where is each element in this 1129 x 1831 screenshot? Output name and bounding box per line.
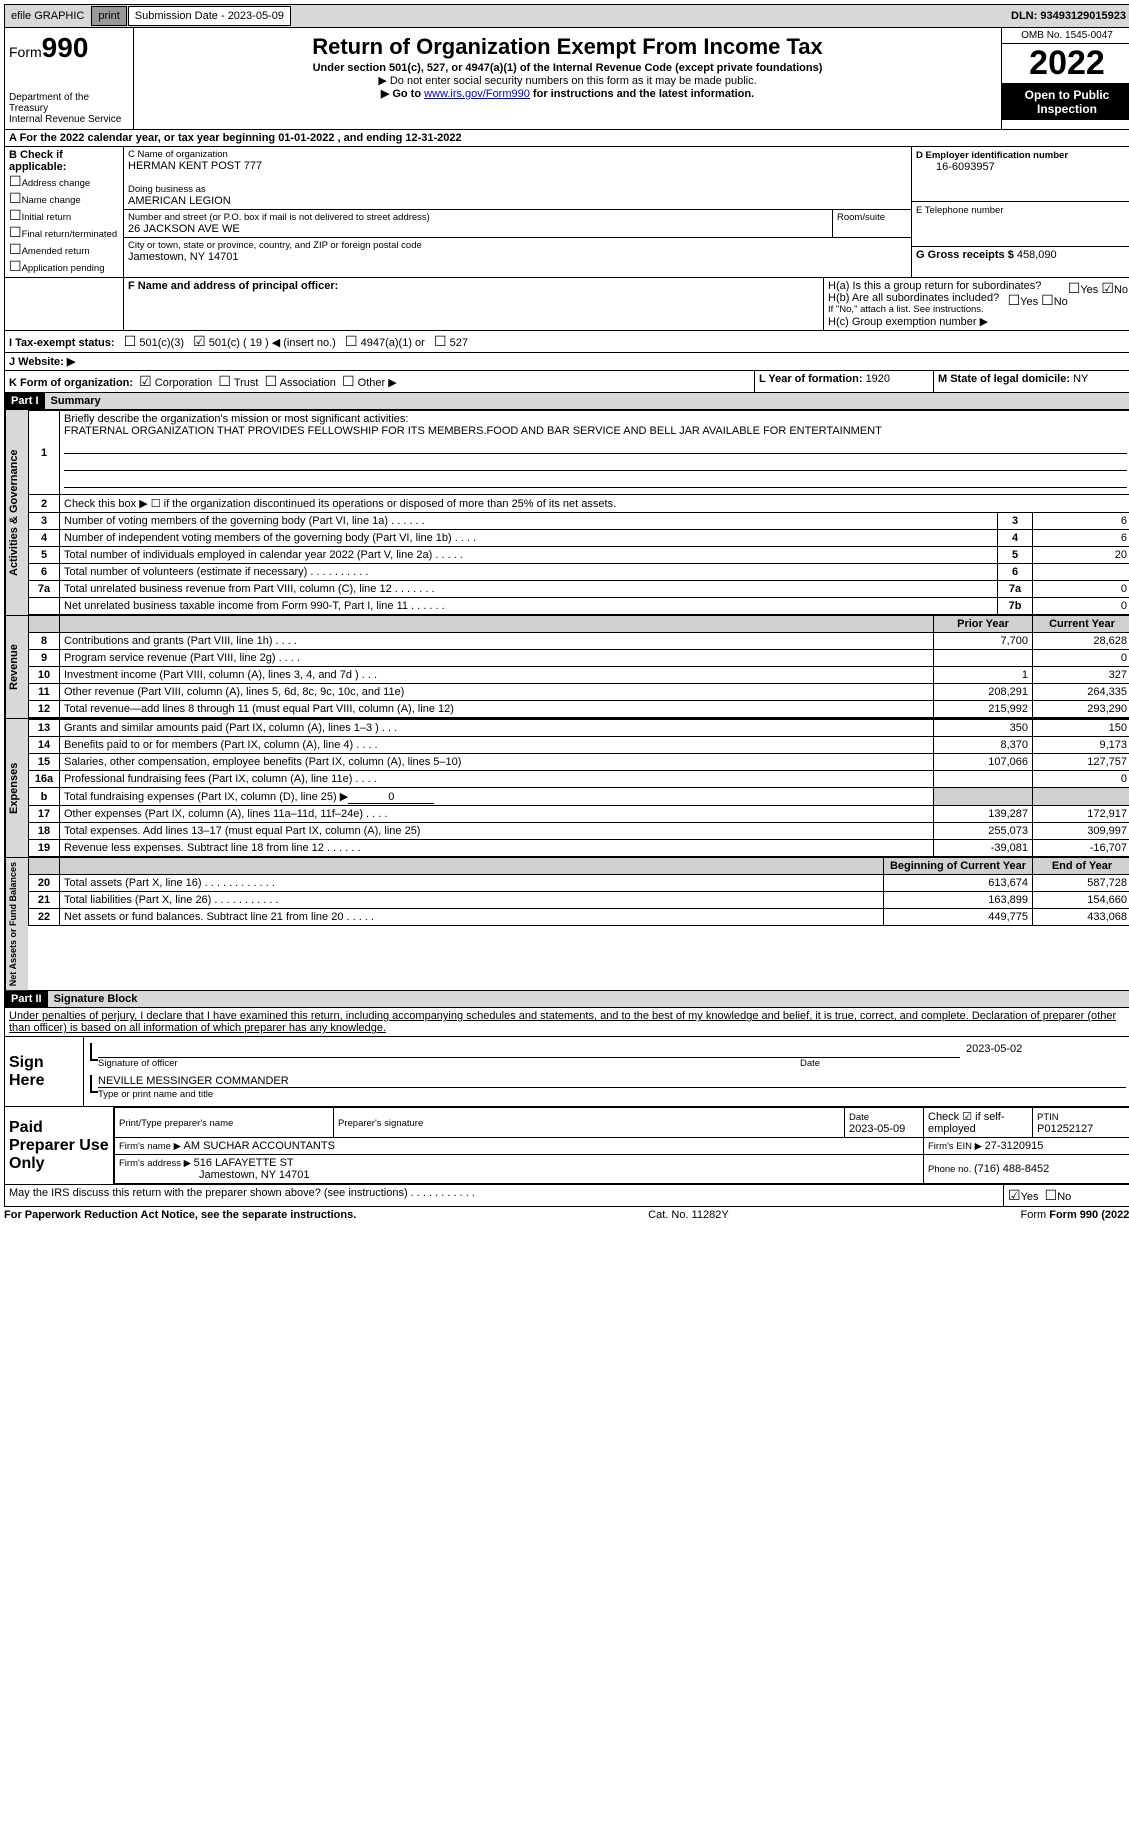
table-row: 15Salaries, other compensation, employee… <box>29 754 1129 771</box>
sig-date-value: 2023-05-02 <box>966 1043 1126 1055</box>
table-row: 21Total liabilities (Part X, line 26) . … <box>29 892 1129 909</box>
city-label: City or town, state or province, country… <box>128 240 907 251</box>
part1-title: Summary <box>45 393 107 409</box>
sig-officer-label: Signature of officer <box>98 1058 800 1069</box>
hb-note: If "No," attach a list. See instructions… <box>828 304 1128 315</box>
dept-treasury: Department of the Treasury <box>9 92 129 114</box>
omb-number: OMB No. 1545-0047 <box>1002 28 1129 44</box>
print-button[interactable]: print <box>91 6 126 26</box>
table-row: 12Total revenue—add lines 8 through 11 (… <box>29 701 1129 718</box>
table-row: 8Contributions and grants (Part VIII, li… <box>29 633 1129 650</box>
part2-header: Part II <box>5 991 48 1007</box>
efile-label: efile GRAPHIC <box>5 7 90 25</box>
note-link: ▶ Go to www.irs.gov/Form990 for instruct… <box>138 87 997 100</box>
table-row: 11Other revenue (Part VIII, column (A), … <box>29 684 1129 701</box>
note-ssn: ▶ Do not enter social security numbers o… <box>138 74 997 87</box>
submission-date: Submission Date - 2023-05-09 <box>128 6 291 26</box>
c-label: C Name of organization <box>128 149 907 160</box>
table-row: 14Benefits paid to or for members (Part … <box>29 737 1129 754</box>
sig-date-label: Date <box>800 1058 960 1069</box>
section-klm: K Form of organization: Corporation Trus… <box>4 371 1129 393</box>
irs-link[interactable]: www.irs.gov/Form990 <box>424 88 530 100</box>
paid-preparer-block: Paid Preparer Use Only Print/Type prepar… <box>4 1107 1129 1185</box>
street-value: 26 JACKSON AVE WE <box>128 223 828 235</box>
d-label: D Employer identification number <box>916 150 1068 161</box>
officer-name: NEVILLE MESSINGER COMMANDER <box>98 1075 1126 1088</box>
b-option[interactable]: Final return/terminated <box>9 224 119 241</box>
b-option[interactable]: Amended return <box>9 241 119 258</box>
tab-revenue: Revenue <box>5 616 28 718</box>
table-row: 7aTotal unrelated business revenue from … <box>29 581 1129 598</box>
table-row: 19Revenue less expenses. Subtract line 1… <box>29 840 1129 857</box>
f-label: F Name and address of principal officer: <box>128 280 338 292</box>
expenses-block: Expenses 13Grants and similar amounts pa… <box>4 719 1129 858</box>
part1-header: Part I <box>5 393 45 409</box>
b-option[interactable]: Address change <box>9 173 119 190</box>
irs-label: Internal Revenue Service <box>9 114 129 125</box>
table-row: 9Program service revenue (Part VIII, lin… <box>29 650 1129 667</box>
part2-title: Signature Block <box>48 991 144 1007</box>
discuss-row: May the IRS discuss this return with the… <box>4 1185 1129 1207</box>
b-option[interactable]: Initial return <box>9 207 119 224</box>
b-label: B Check if applicable: <box>9 149 66 173</box>
hc-row: H(c) Group exemption number ▶ <box>828 315 1128 328</box>
dba-value: AMERICAN LEGION <box>128 195 907 207</box>
tab-expenses: Expenses <box>5 719 28 857</box>
room-label: Room/suite <box>832 210 911 237</box>
street-label: Number and street (or P.O. box if mail i… <box>128 212 828 223</box>
revenue-block: Revenue Prior Year Current Year 8Contrib… <box>4 616 1129 719</box>
dba-label: Doing business as <box>128 184 907 195</box>
city-value: Jamestown, NY 14701 <box>128 251 907 263</box>
table-row: 20Total assets (Part X, line 16) . . . .… <box>29 875 1129 892</box>
sign-here-block: Sign Here Signature of officer Date 2023… <box>4 1037 1129 1107</box>
section-j: J Website: ▶ <box>4 353 1129 371</box>
table-row: 18Total expenses. Add lines 13–17 (must … <box>29 823 1129 840</box>
governance-block: Activities & Governance 1 Briefly descri… <box>4 410 1129 616</box>
table-row: 16aProfessional fundraising fees (Part I… <box>29 771 1129 788</box>
top-bar: efile GRAPHIC print Submission Date - 20… <box>4 4 1129 28</box>
open-inspection: Open to Public Inspection <box>1002 84 1129 120</box>
form-title: Return of Organization Exempt From Incom… <box>138 34 997 60</box>
table-row: 22Net assets or fund balances. Subtract … <box>29 909 1129 926</box>
table-row: 5Total number of individuals employed in… <box>29 547 1129 564</box>
page-footer: For Paperwork Reduction Act Notice, see … <box>4 1207 1129 1223</box>
ha-row: H(a) Is this a group return for subordin… <box>828 280 1128 292</box>
mission-text: FRATERNAL ORGANIZATION THAT PROVIDES FEL… <box>64 425 882 437</box>
table-row: 13Grants and similar amounts paid (Part … <box>29 720 1129 737</box>
declaration: Under penalties of perjury, I declare th… <box>4 1008 1129 1037</box>
form-number: Form990 <box>9 32 129 64</box>
tax-year: 2022 <box>1002 44 1129 84</box>
g-label: G Gross receipts $ <box>916 249 1017 261</box>
tab-netassets: Net Assets or Fund Balances <box>5 858 28 990</box>
dln: DLN: 93493129015923 <box>1005 7 1129 25</box>
table-row: bTotal fundraising expenses (Part IX, co… <box>29 788 1129 806</box>
form-subtitle: Under section 501(c), 527, or 4947(a)(1)… <box>138 62 997 74</box>
table-row: 17Other expenses (Part IX, column (A), l… <box>29 806 1129 823</box>
table-row: 6Total number of volunteers (estimate if… <box>29 564 1129 581</box>
section-i: I Tax-exempt status: 501(c)(3) 501(c) ( … <box>4 331 1129 353</box>
table-row: 4Number of independent voting members of… <box>29 530 1129 547</box>
section-fh: F Name and address of principal officer:… <box>4 278 1129 331</box>
e-label: E Telephone number <box>916 205 1004 216</box>
table-row: Net unrelated business taxable income fr… <box>29 598 1129 615</box>
officer-name-label: Type or print name and title <box>98 1089 213 1100</box>
netassets-block: Net Assets or Fund Balances Beginning of… <box>4 858 1129 991</box>
section-bcdefg: B Check if applicable: Address changeNam… <box>4 147 1129 278</box>
section-a: A For the 2022 calendar year, or tax yea… <box>4 130 1129 147</box>
form-header: Form990 Department of the Treasury Inter… <box>4 28 1129 130</box>
table-row: 3Number of voting members of the governi… <box>29 513 1129 530</box>
table-row: 10Investment income (Part VIII, column (… <box>29 667 1129 684</box>
gross-receipts: 458,090 <box>1017 249 1057 261</box>
b-option[interactable]: Application pending <box>9 258 119 275</box>
tab-governance: Activities & Governance <box>5 410 28 615</box>
ein-value: 16-6093957 <box>916 161 1128 173</box>
org-name: HERMAN KENT POST 777 <box>128 160 907 172</box>
b-option[interactable]: Name change <box>9 190 119 207</box>
